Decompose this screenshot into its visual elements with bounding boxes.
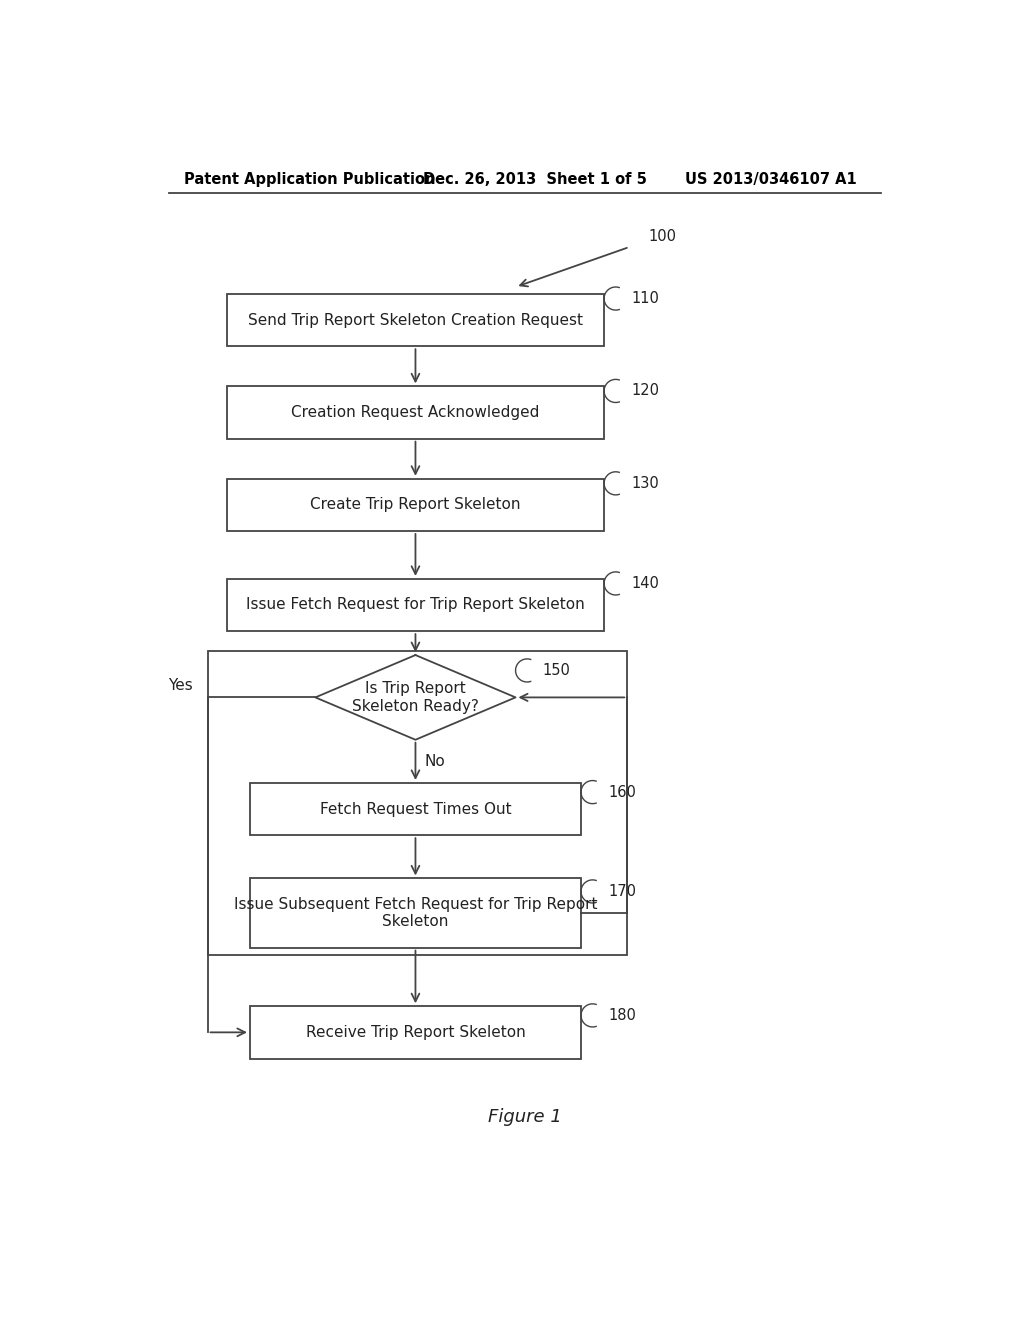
Text: No: No <box>425 754 445 768</box>
Text: 100: 100 <box>648 230 676 244</box>
Text: Send Trip Report Skeleton Creation Request: Send Trip Report Skeleton Creation Reque… <box>248 313 583 327</box>
Text: Yes: Yes <box>168 678 193 693</box>
Text: 140: 140 <box>631 576 658 591</box>
Text: Creation Request Acknowledged: Creation Request Acknowledged <box>291 405 540 420</box>
Text: 180: 180 <box>608 1008 636 1023</box>
Text: Create Trip Report Skeleton: Create Trip Report Skeleton <box>310 498 521 512</box>
Bar <box>250 878 581 948</box>
Bar <box>226 479 604 531</box>
Text: Figure 1: Figure 1 <box>487 1107 562 1126</box>
Text: 130: 130 <box>631 475 658 491</box>
Text: Receive Trip Report Skeleton: Receive Trip Report Skeleton <box>305 1024 525 1040</box>
Text: 120: 120 <box>631 383 659 399</box>
Text: 150: 150 <box>543 663 570 678</box>
Bar <box>250 783 581 836</box>
Text: 160: 160 <box>608 784 636 800</box>
Text: Patent Application Publication: Patent Application Publication <box>184 173 436 187</box>
Text: Fetch Request Times Out: Fetch Request Times Out <box>319 801 511 817</box>
Bar <box>226 578 604 631</box>
Polygon shape <box>315 655 515 739</box>
Text: 170: 170 <box>608 884 636 899</box>
Text: Issue Fetch Request for Trip Report Skeleton: Issue Fetch Request for Trip Report Skel… <box>246 598 585 612</box>
Text: Is Trip Report
Skeleton Ready?: Is Trip Report Skeleton Ready? <box>352 681 479 714</box>
Text: US 2013/0346107 A1: US 2013/0346107 A1 <box>685 173 857 187</box>
Bar <box>208 651 628 956</box>
Bar <box>226 294 604 346</box>
Bar <box>226 387 604 438</box>
Bar <box>250 1006 581 1059</box>
Text: Issue Subsequent Fetch Request for Trip Report
Skeleton: Issue Subsequent Fetch Request for Trip … <box>233 896 597 929</box>
Text: 110: 110 <box>631 290 658 306</box>
Text: Dec. 26, 2013  Sheet 1 of 5: Dec. 26, 2013 Sheet 1 of 5 <box>423 173 647 187</box>
